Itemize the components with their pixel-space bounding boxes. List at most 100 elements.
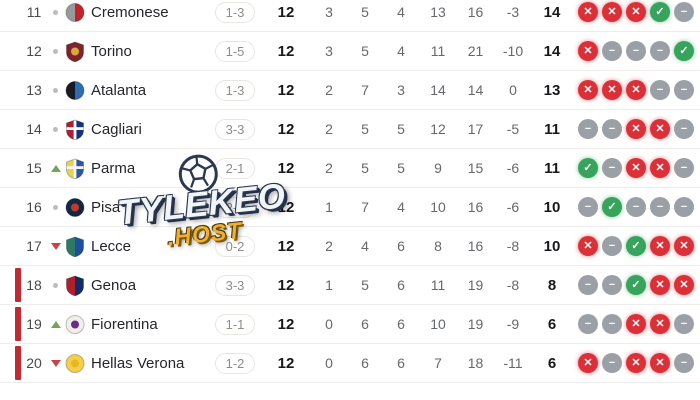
form-loss-icon[interactable]: ✕ <box>626 80 646 100</box>
draws-cell: 5 <box>361 160 369 176</box>
points-cell: 14 <box>543 42 561 60</box>
team-name: Genoa <box>91 276 137 294</box>
form-loss-icon[interactable]: ✕ <box>674 275 694 295</box>
draws-cell: 5 <box>361 121 369 137</box>
form-draw-icon[interactable]: − <box>674 2 694 22</box>
form-cell: − − ✕ ✕ − <box>578 314 694 334</box>
form-draw-icon[interactable]: − <box>602 314 622 334</box>
team-name: Torino <box>91 42 132 60</box>
team-name: Parma <box>91 159 136 177</box>
last-result-pill[interactable]: 1-3 <box>214 1 256 23</box>
team-badge-icon <box>66 274 84 296</box>
form-win-icon[interactable]: ✓ <box>650 2 670 22</box>
form-loss-icon[interactable]: ✕ <box>578 41 598 61</box>
table-row[interactable]: 20 Hellas Verona 1-2 12 0 6 6 7 18 -11 6 ✕ − ✕ ✕ − <box>0 344 700 383</box>
played-cell: 12 <box>277 81 295 99</box>
form-draw-icon[interactable]: − <box>602 158 622 178</box>
goals-against-cell: 19 <box>467 277 484 293</box>
last-result-pill[interactable]: 1-2 <box>214 352 256 374</box>
form-draw-icon[interactable]: − <box>602 119 622 139</box>
form-loss-icon[interactable]: ✕ <box>578 236 598 256</box>
form-draw-icon[interactable]: − <box>626 41 646 61</box>
form-loss-icon[interactable]: ✕ <box>650 158 670 178</box>
form-draw-icon[interactable]: − <box>578 275 598 295</box>
form-loss-icon[interactable]: ✕ <box>650 119 670 139</box>
form-loss-icon[interactable]: ✕ <box>626 119 646 139</box>
form-win-icon[interactable]: ✓ <box>626 275 646 295</box>
team-badge-icon <box>65 197 85 217</box>
form-draw-icon[interactable]: − <box>650 197 670 217</box>
form-draw-icon[interactable]: − <box>650 41 670 61</box>
played-cell: 12 <box>277 42 295 60</box>
form-draw-icon[interactable]: − <box>650 80 670 100</box>
form-loss-icon[interactable]: ✕ <box>650 236 670 256</box>
goal-diff-cell: 0 <box>509 82 517 98</box>
form-loss-icon[interactable]: ✕ <box>578 353 598 373</box>
form-loss-icon[interactable]: ✕ <box>626 2 646 22</box>
last-result-pill[interactable]: 3-3 <box>214 118 256 140</box>
team-badge-icon <box>66 118 84 140</box>
form-win-icon[interactable]: ✓ <box>674 41 694 61</box>
form-draw-icon[interactable]: − <box>602 275 622 295</box>
form-draw-icon[interactable]: − <box>674 119 694 139</box>
table-row[interactable]: 14 Cagliari 3-3 12 2 5 5 12 17 -5 11− − ✕ ✕ − <box>0 110 700 149</box>
team-badge-icon <box>66 235 84 257</box>
goals-for-cell: 14 <box>430 82 446 98</box>
losses-cell: 4 <box>397 43 405 59</box>
form-draw-icon[interactable]: − <box>674 158 694 178</box>
form-win-icon[interactable]: ✓ <box>602 197 622 217</box>
table-row[interactable]: 18 Genoa 3-3 12 1 5 6 11 19 -8 8− − ✓ ✕ ✕ <box>0 266 700 305</box>
last-result-pill[interactable]: 0-2 <box>214 235 256 257</box>
table-row[interactable]: 11 Cremonese 1-3 12 3 5 4 13 16 -3 14 ✕ ✕ ✕ ✓ − <box>0 0 700 32</box>
form-win-icon[interactable]: ✓ <box>578 158 598 178</box>
form-draw-icon[interactable]: − <box>674 353 694 373</box>
points-cell: 6 <box>547 354 557 372</box>
losses-cell: 5 <box>397 121 405 137</box>
last-result-pill[interactable]: 2-2 <box>214 196 256 218</box>
last-result-pill[interactable]: 1-3 <box>214 79 256 101</box>
form-loss-icon[interactable]: ✕ <box>602 2 622 22</box>
form-loss-icon[interactable]: ✕ <box>626 158 646 178</box>
position-cell: 11 <box>26 4 42 20</box>
table-row[interactable]: 15 Parma 2-1 12 2 5 5 9 15 -6 11 ✓ − ✕ ✕ − <box>0 149 700 188</box>
table-row[interactable]: 12 Torino 1-5 12 3 5 4 11 21 -10 14 ✕ − − − ✓ <box>0 32 700 71</box>
form-draw-icon[interactable]: − <box>674 314 694 334</box>
goals-against-cell: 18 <box>467 355 484 371</box>
last-result-pill[interactable]: 1-1 <box>214 313 256 335</box>
team-badge-icon <box>66 40 84 62</box>
form-loss-icon[interactable]: ✕ <box>578 2 598 22</box>
form-draw-icon[interactable]: − <box>674 197 694 217</box>
last-result-pill[interactable]: 2-1 <box>214 157 256 179</box>
form-loss-icon[interactable]: ✕ <box>626 353 646 373</box>
form-draw-icon[interactable]: − <box>674 80 694 100</box>
wins-cell: 1 <box>325 277 333 293</box>
played-cell: 12 <box>277 276 295 294</box>
form-draw-icon[interactable]: − <box>602 353 622 373</box>
form-cell: ✕ − ✓ ✕ ✕ <box>578 236 694 256</box>
form-loss-icon[interactable]: ✕ <box>674 236 694 256</box>
form-draw-icon[interactable]: − <box>626 197 646 217</box>
form-win-icon[interactable]: ✓ <box>626 236 646 256</box>
form-draw-icon[interactable]: − <box>578 197 598 217</box>
form-loss-icon[interactable]: ✕ <box>650 314 670 334</box>
last-result-pill[interactable]: 1-5 <box>214 40 256 62</box>
goals-for-cell: 11 <box>430 43 446 59</box>
form-draw-icon[interactable]: − <box>602 41 622 61</box>
goals-for-cell: 7 <box>434 355 442 371</box>
last-result-pill[interactable]: 3-3 <box>214 274 256 296</box>
wins-cell: 3 <box>325 43 333 59</box>
table-row[interactable]: 19 Fiorentina 1-1 12 0 6 6 10 19 -9 6− − ✕ ✕ − <box>0 305 700 344</box>
form-loss-icon[interactable]: ✕ <box>578 80 598 100</box>
table-row[interactable]: 16 Pisa 2-2 12 1 7 4 10 16 -6 10− ✓ − − − <box>0 188 700 227</box>
played-cell: 12 <box>277 159 295 177</box>
form-loss-icon[interactable]: ✕ <box>602 80 622 100</box>
form-draw-icon[interactable]: − <box>602 236 622 256</box>
form-loss-icon[interactable]: ✕ <box>626 314 646 334</box>
form-loss-icon[interactable]: ✕ <box>650 275 670 295</box>
table-row[interactable]: 17 Lecce 0-2 12 2 4 6 8 16 -8 10 ✕ − ✓ ✕ ✕ <box>0 227 700 266</box>
team-name: Lecce <box>91 237 132 255</box>
form-loss-icon[interactable]: ✕ <box>650 353 670 373</box>
table-row[interactable]: 13 Atalanta 1-3 12 2 7 3 14 14 0 13 ✕ ✕ ✕ − − <box>0 71 700 110</box>
form-draw-icon[interactable]: − <box>578 119 598 139</box>
form-draw-icon[interactable]: − <box>578 314 598 334</box>
